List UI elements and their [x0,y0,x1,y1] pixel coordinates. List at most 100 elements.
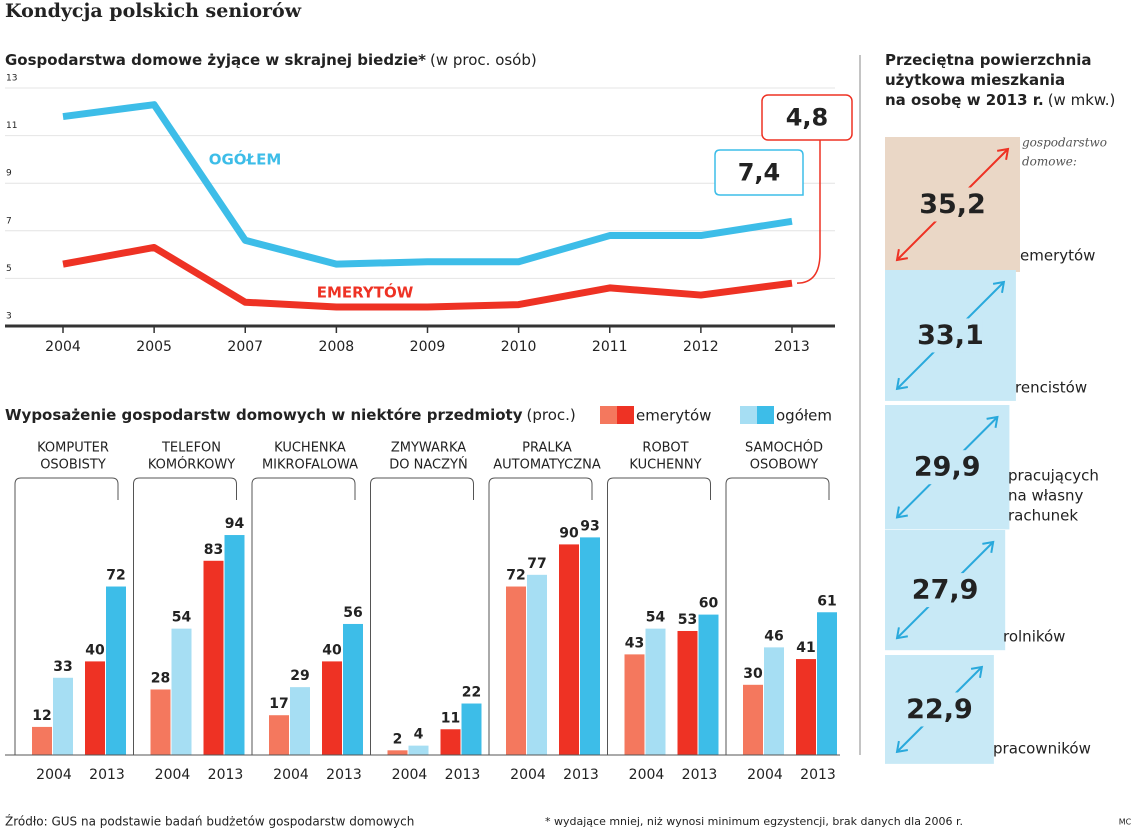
value-label: 56 [343,605,362,621]
period-label: 2013 [800,767,836,783]
value-label: 28 [151,670,170,686]
bar [527,574,547,755]
series-label: OGÓŁEM [209,150,282,169]
value-label: 11 [441,710,460,726]
value-label: 17 [269,696,288,712]
note: domowe: [1022,155,1077,169]
bar [440,729,461,755]
group-bracket [488,477,593,755]
value-label: 33 [53,659,72,675]
period-label: 2013 [208,767,244,783]
period-label: 2013 [682,767,718,783]
bar [290,687,310,755]
value-label: 4 [414,727,424,743]
title-text: na osobę w 2013 r. [885,91,1044,109]
chart-title: Przeciętna powierzchnia [885,51,1092,69]
chart-title: na osobę w 2013 r. (w mkw.) [885,91,1115,109]
x-tick-label: 2010 [501,339,537,355]
credit: MC [1119,818,1132,827]
value-label: 30 [743,666,763,682]
category-label: rachunek [1008,507,1078,525]
period-label: 2013 [89,767,125,783]
bar [150,689,171,755]
subtitle-text: (proc.) [527,406,576,424]
period-label: 2004 [155,767,191,783]
bar [580,537,600,755]
x-tick-label: 2011 [592,339,628,355]
bar [106,586,126,755]
subtitle-text: (w mkw.) [1048,91,1116,109]
legend-label: emerytów [636,407,711,425]
arrow-head [895,506,908,519]
value-label: 72 [506,568,525,584]
category-label: OSOBOWY [750,458,818,473]
category-label: AUTOMATYCZNA [493,458,601,473]
category-label: rencistów [1015,379,1087,397]
arrow-head [895,740,908,754]
arrow-head [997,147,1010,160]
value-label: 2 [393,731,403,747]
value-label: 54 [646,610,666,626]
legend-swatch [617,406,634,424]
title-text: Gospodarstwa domowe żyjące w skrajnej bi… [5,51,426,69]
x-tick-label: 2008 [319,339,355,355]
period-label: 2004 [36,767,72,783]
group-bracket [370,477,474,755]
period-label: 2013 [445,767,481,783]
category-label: rolników [1003,628,1065,646]
x-tick-label: 2012 [683,339,719,355]
bar [624,654,645,755]
bar [796,659,816,755]
bar [764,647,784,755]
value-label: 93 [580,518,599,534]
value-label: 77 [527,556,546,572]
category-label: pracujących [1008,467,1099,485]
source: Źródło: GUS na podstawie badań budżetów … [5,814,414,829]
arrow-head [982,540,995,553]
series-label: EMERYTÓW [317,283,414,302]
line-series [62,243,793,311]
category-label: SAMOCHÓD [745,440,823,456]
footnote: * wydające mniej, niż wynosi minimum egz… [545,815,963,828]
legend-swatch [757,406,774,424]
value-label: 22,9 [906,694,973,725]
period-label: 2004 [510,767,546,783]
bar [53,677,73,755]
title-text: użytkowa mieszkania [885,71,1065,89]
y-tick-label: 13 [6,74,17,84]
category-label: KOMÓRKOWY [148,457,235,473]
subtitle-text: (w proc. osób) [430,51,537,69]
category-label: MIKROFALOWA [262,458,358,473]
bar [645,628,666,755]
value-label: 29,9 [914,452,981,483]
title-text: Wyposażenie gospodarstw domowych w niekt… [5,406,523,424]
period-label: 2004 [747,767,783,783]
value-label: 22 [462,685,481,701]
arrow-head [895,249,908,262]
value-bg [918,318,983,353]
y-tick-label: 11 [6,121,17,131]
value-bg [913,573,978,608]
value-label: 7,4 [738,159,781,187]
value-label: 94 [225,516,245,532]
arrow-head [970,665,984,678]
bar [698,614,719,755]
category-label: OSOBISTY [40,458,106,473]
value-label: 27,9 [912,575,979,606]
value-label: 53 [678,612,697,628]
group-bracket [725,477,830,755]
value-label: 83 [204,542,223,558]
value-label: 29 [290,668,309,684]
bar [677,630,698,755]
note: gospodarstwo [1022,136,1107,150]
value-label: 54 [172,610,192,626]
x-tick-label: 2009 [410,339,446,355]
value-bg [915,450,980,485]
value-bg [920,187,985,222]
value-label: 4,8 [786,104,829,132]
main-title: Kondycja polskich seniorów [5,0,302,22]
bar [461,703,482,755]
category-label: ZMYWARKA [391,441,466,456]
legend-label: ogółem [776,407,832,425]
group-bracket [133,477,237,755]
